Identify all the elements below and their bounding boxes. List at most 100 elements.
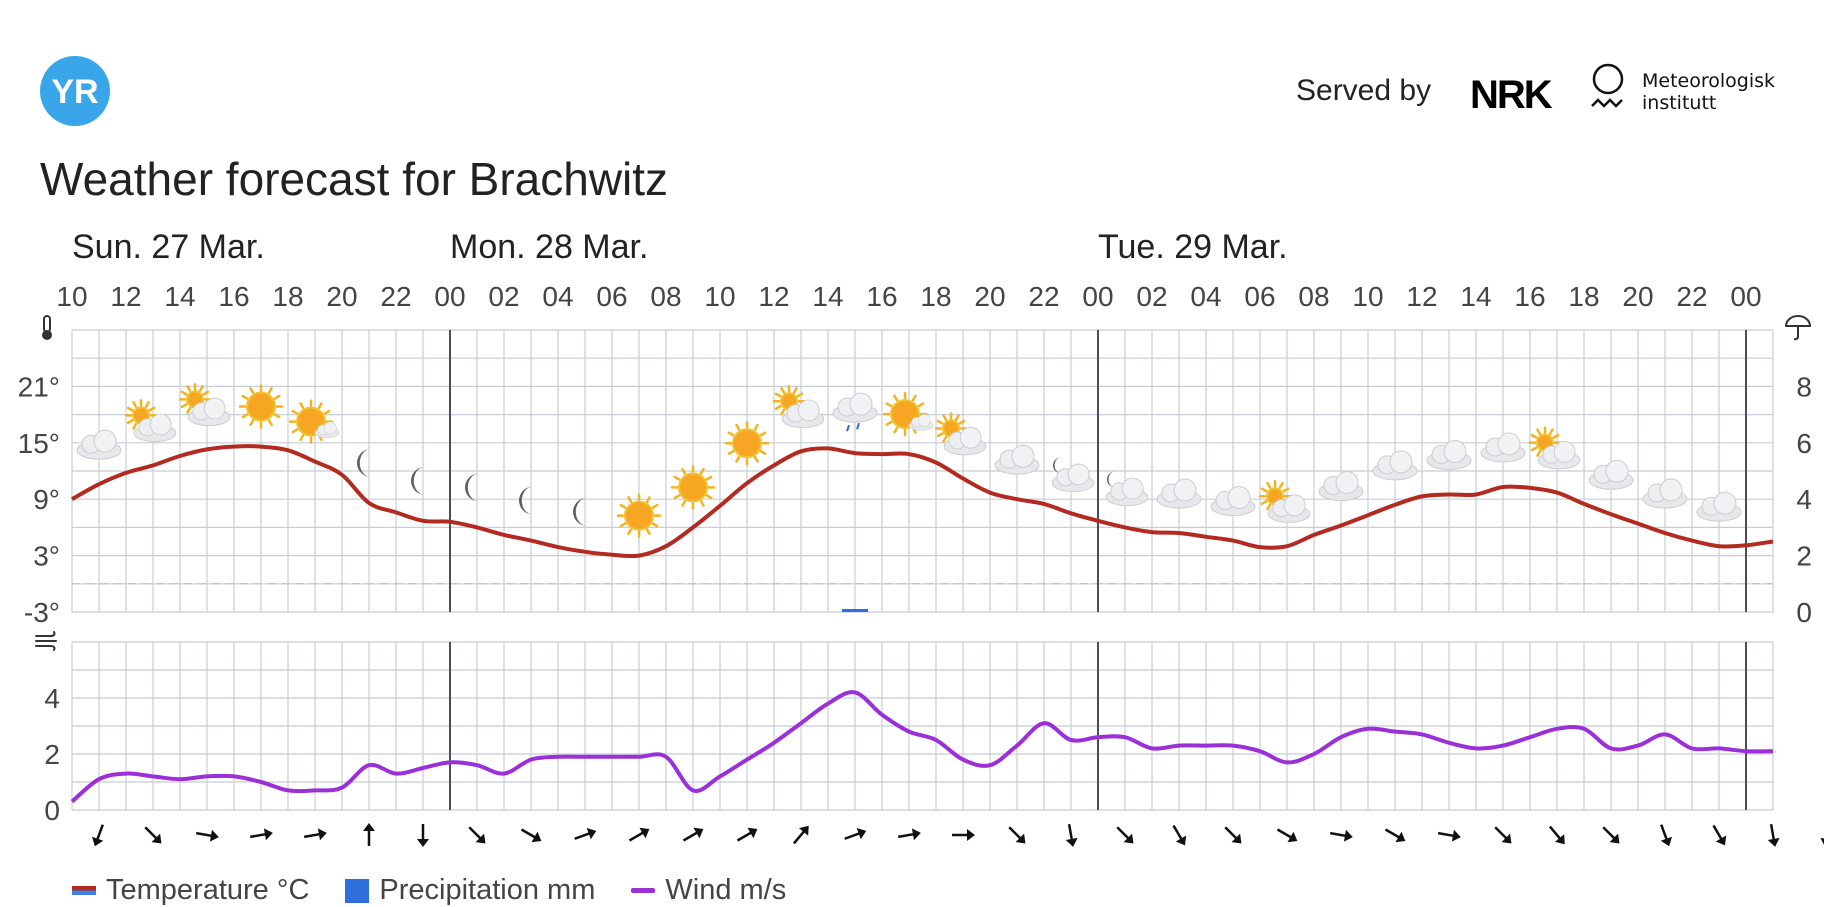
x-tick-label: 02 [488, 281, 519, 312]
rain-drop [856, 422, 860, 430]
wind-arrow-head [1343, 829, 1353, 842]
x-tick-label: 04 [542, 281, 573, 312]
x-tick-label: 16 [866, 281, 897, 312]
wind-arrow-head [317, 828, 327, 841]
wind-direction-arrow [1065, 823, 1078, 847]
wind-stroke [35, 645, 56, 651]
sun-ray [148, 406, 156, 412]
precipitation-y-tick: 0 [1796, 597, 1812, 628]
x-tick-label: 00 [1730, 281, 1761, 312]
cloud-shape [133, 413, 177, 443]
wind-arrow-head [967, 829, 975, 841]
cloud-part [1227, 486, 1251, 510]
wind-arrow-head [856, 827, 867, 840]
wind-direction-arrow [468, 826, 486, 844]
partly-cloudy-day-icon [1528, 426, 1581, 470]
wind-arrow-head [1065, 837, 1078, 847]
x-tick-label: 22 [1676, 281, 1707, 312]
sun-ray [267, 387, 273, 394]
cloud-shape [994, 444, 1040, 475]
sun-icon [616, 493, 662, 538]
precipitation-y-tick: 4 [1796, 484, 1812, 515]
sun-ray [249, 387, 255, 394]
cloud-shape [1588, 459, 1634, 490]
sun-ray [885, 402, 893, 408]
cloud-shape [1267, 494, 1311, 523]
sun-ray [792, 387, 798, 394]
sun-ray [299, 434, 305, 442]
x-tick-label: 18 [1568, 281, 1599, 312]
legend-swatch-wind [631, 888, 656, 893]
wind-direction-arrow [844, 827, 867, 840]
sun-ray [917, 402, 925, 408]
wind-direction-arrow [1384, 828, 1406, 843]
cloud-shape [781, 399, 825, 428]
sun-ray [753, 423, 759, 431]
x-tick-label: 20 [326, 281, 357, 312]
sun-ray [241, 394, 249, 400]
temperature-y-tick: -3° [24, 597, 60, 628]
wind-stroke [35, 631, 56, 637]
wind-arrow-head [1609, 833, 1620, 844]
sun-ray [651, 503, 659, 509]
x-tick-label: 08 [650, 281, 681, 312]
wind-arrow-head [1015, 833, 1026, 844]
x-tick-label: 04 [1190, 281, 1221, 312]
wind-arrow-head [1820, 837, 1824, 847]
sun-ray [885, 420, 893, 426]
cloud-part [203, 397, 226, 420]
temperature-y-tick: 3° [33, 541, 60, 572]
cloud-part [149, 413, 172, 436]
sun-disc [732, 428, 762, 459]
forecast-chart: Sun. 27 Mar. Mon. 28 Mar. Tue. 29 Mar. 10 12… [18, 228, 1824, 847]
wind-direction-arrow [303, 828, 327, 841]
day-label: Tue. 29 Mar. [1098, 228, 1288, 266]
sun-ray [1278, 481, 1284, 489]
sun-ray [619, 503, 627, 509]
cloud-shape [832, 392, 878, 423]
met-institute-logo [1591, 63, 1624, 108]
sun-ray [942, 435, 948, 443]
cloud-icon [76, 429, 122, 460]
cloud-icon [1642, 478, 1688, 509]
sun-ray [249, 419, 255, 426]
x-tick-label: 10 [1352, 281, 1383, 312]
x-tick-label: 06 [1244, 281, 1275, 312]
wind-direction-arrow [1494, 826, 1512, 844]
partly-cloudy-day-icon [934, 412, 987, 456]
wind-arrow-head [363, 823, 375, 831]
precipitation-y-tick: 8 [1796, 371, 1812, 402]
sun-ray [186, 406, 192, 414]
wind-direction-arrow [1224, 826, 1242, 844]
sun-ray [1536, 450, 1542, 457]
moon-icon [411, 466, 425, 495]
legend-label-temperature: Temperature °C [106, 874, 310, 906]
sun-ray [1266, 481, 1272, 489]
sun-ray [180, 403, 188, 409]
sun-ray [619, 522, 627, 528]
moon-shape [411, 466, 425, 495]
x-tick-label: 18 [272, 281, 303, 312]
met-institute-line1: Meteorologisk [1642, 70, 1776, 92]
met-institute-name: Meteorologisk institutt [1642, 70, 1775, 114]
wind-direction-arrow [736, 827, 758, 842]
wind-direction-arrow [249, 828, 273, 841]
cloud-shape [1480, 432, 1526, 463]
chart-grid [71, 329, 1774, 811]
temperature-line [71, 444, 1774, 559]
cloud-shape [1696, 491, 1742, 522]
cloud-shape [1642, 478, 1688, 509]
wind-direction-arrow [1437, 829, 1461, 842]
cloud-shape [1156, 478, 1202, 509]
cloud-part [1553, 440, 1576, 463]
sun-ray [1282, 487, 1290, 493]
cloud-part [1011, 444, 1035, 468]
sun-ray [198, 385, 204, 392]
sun-ray [774, 392, 782, 398]
wind-arrow-head [1395, 831, 1406, 843]
sun-ray [323, 409, 331, 415]
x-tick-label: 12 [110, 281, 141, 312]
umbrella-handle [1793, 326, 1799, 341]
x-tick-label: 14 [164, 281, 195, 312]
wind-direction-arrow [1767, 823, 1780, 847]
